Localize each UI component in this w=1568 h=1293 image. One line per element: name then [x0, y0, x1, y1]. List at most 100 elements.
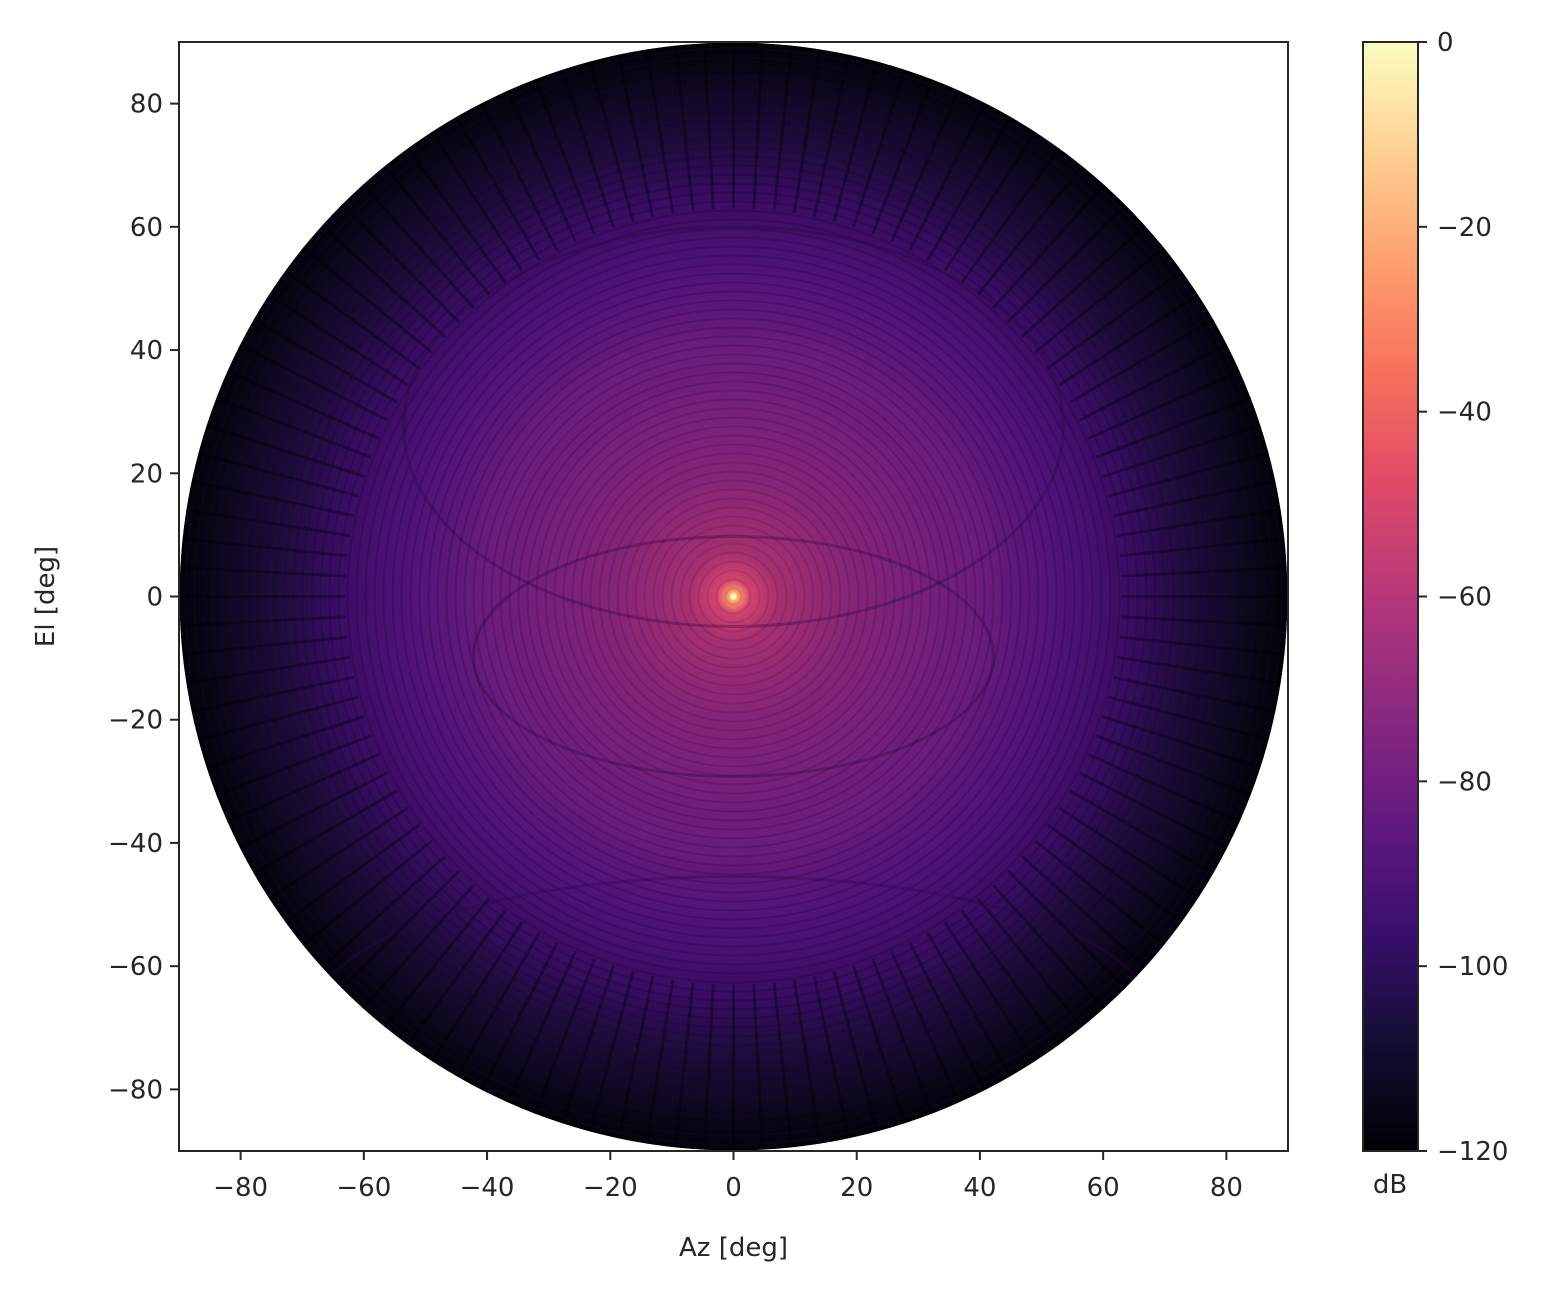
ring — [670, 533, 797, 660]
colorbar-tick-label: −100 — [1437, 952, 1508, 982]
radial-streak — [1102, 423, 1262, 478]
radial-streak — [1058, 293, 1200, 387]
radial-streak — [1078, 771, 1229, 850]
colorbar-tick-label: −60 — [1437, 583, 1492, 613]
radial-streak — [588, 971, 635, 1133]
radial-streak — [284, 823, 421, 924]
radial-streak — [215, 396, 372, 459]
radial-streak — [1116, 508, 1282, 538]
radial-streak — [1087, 753, 1241, 824]
y-tick-label: 80 — [130, 90, 163, 120]
y-tick-label: −80 — [108, 1075, 163, 1105]
radial-streak — [812, 975, 851, 1140]
ring — [715, 578, 752, 615]
ring — [652, 515, 815, 678]
radial-streak — [1112, 675, 1277, 714]
radial-streak — [406, 909, 507, 1046]
radial-streak — [267, 806, 409, 900]
y-axis-ticks: −80 −60 −40 −20 0 20 40 60 80 — [108, 90, 179, 1105]
ring — [427, 290, 1040, 903]
radial-streak — [480, 101, 559, 252]
ring — [265, 128, 1202, 1065]
y-tick-label: −20 — [108, 706, 163, 736]
radial-streak — [383, 897, 491, 1029]
ring — [400, 263, 1067, 930]
ring — [409, 272, 1058, 921]
ring — [445, 308, 1022, 885]
ring — [508, 371, 959, 822]
ring — [724, 587, 743, 606]
radial-streak — [702, 984, 715, 1151]
ring — [202, 65, 1265, 1128]
radial-streak — [1068, 789, 1215, 876]
radial-streak — [454, 931, 541, 1078]
radial-streak — [890, 950, 961, 1104]
ring — [616, 479, 851, 714]
radial-streak — [852, 965, 907, 1125]
radial-streak — [1095, 734, 1252, 797]
x-tick-label: −20 — [583, 1173, 638, 1203]
colorbar — [1363, 42, 1418, 1151]
radial-streak — [1034, 246, 1166, 354]
radial-streak — [943, 130, 1037, 272]
ring — [382, 245, 1085, 948]
x-tick-label: 80 — [1210, 1173, 1243, 1203]
radial-streak — [1121, 565, 1288, 578]
radial-streak — [560, 965, 615, 1125]
radial-streak — [1108, 695, 1270, 742]
ring-pattern — [179, 42, 1288, 1151]
ring — [211, 74, 1256, 1119]
radial-streak — [616, 53, 655, 218]
radial-streak — [1068, 317, 1215, 404]
radial-streak — [533, 958, 596, 1115]
ring — [571, 434, 896, 759]
ring — [706, 569, 761, 624]
y-tick-label: 20 — [130, 459, 163, 489]
radial-streak — [792, 48, 822, 214]
radial-streak — [992, 183, 1106, 310]
radial-streak — [960, 909, 1061, 1046]
radial-streak — [976, 164, 1084, 296]
radial-streak — [1078, 343, 1229, 422]
radial-streak — [871, 958, 934, 1115]
ring — [355, 218, 1112, 975]
radial-streak — [616, 975, 655, 1140]
y-tick-label: 0 — [146, 583, 163, 613]
ring — [238, 101, 1229, 1092]
ring — [661, 524, 806, 669]
ring — [544, 407, 923, 786]
radial-streak — [361, 883, 475, 1010]
ring — [598, 461, 869, 732]
radial-streak — [832, 971, 879, 1133]
radial-streak — [702, 42, 715, 209]
colorbar-label: dB — [1373, 1170, 1407, 1200]
radial-streak — [976, 897, 1084, 1029]
ring — [517, 380, 950, 813]
radial-streak — [226, 753, 380, 824]
radial-streak — [301, 839, 433, 947]
ring — [184, 47, 1283, 1146]
radial-streak — [301, 246, 433, 354]
radial-streak — [943, 921, 1037, 1063]
radial-streak — [772, 982, 793, 1149]
radial-streak — [252, 317, 399, 404]
ring — [373, 236, 1094, 957]
ring — [625, 488, 842, 705]
radial-streak — [1046, 823, 1183, 924]
ring — [589, 452, 878, 741]
x-tick-label: −40 — [460, 1173, 515, 1203]
radial-streak — [792, 979, 822, 1145]
radial-streak — [674, 982, 695, 1149]
radial-streak — [454, 115, 541, 262]
radial-streak — [205, 423, 365, 478]
radial-streak — [197, 451, 359, 498]
radial-streak — [752, 984, 765, 1151]
radial-streak — [1116, 655, 1282, 685]
radial-streak — [238, 343, 389, 422]
radial-streak — [506, 89, 577, 243]
radial-streak — [674, 44, 695, 211]
radial-streak — [340, 869, 461, 990]
radial-streak — [215, 734, 372, 797]
radial-streak — [1020, 855, 1147, 969]
